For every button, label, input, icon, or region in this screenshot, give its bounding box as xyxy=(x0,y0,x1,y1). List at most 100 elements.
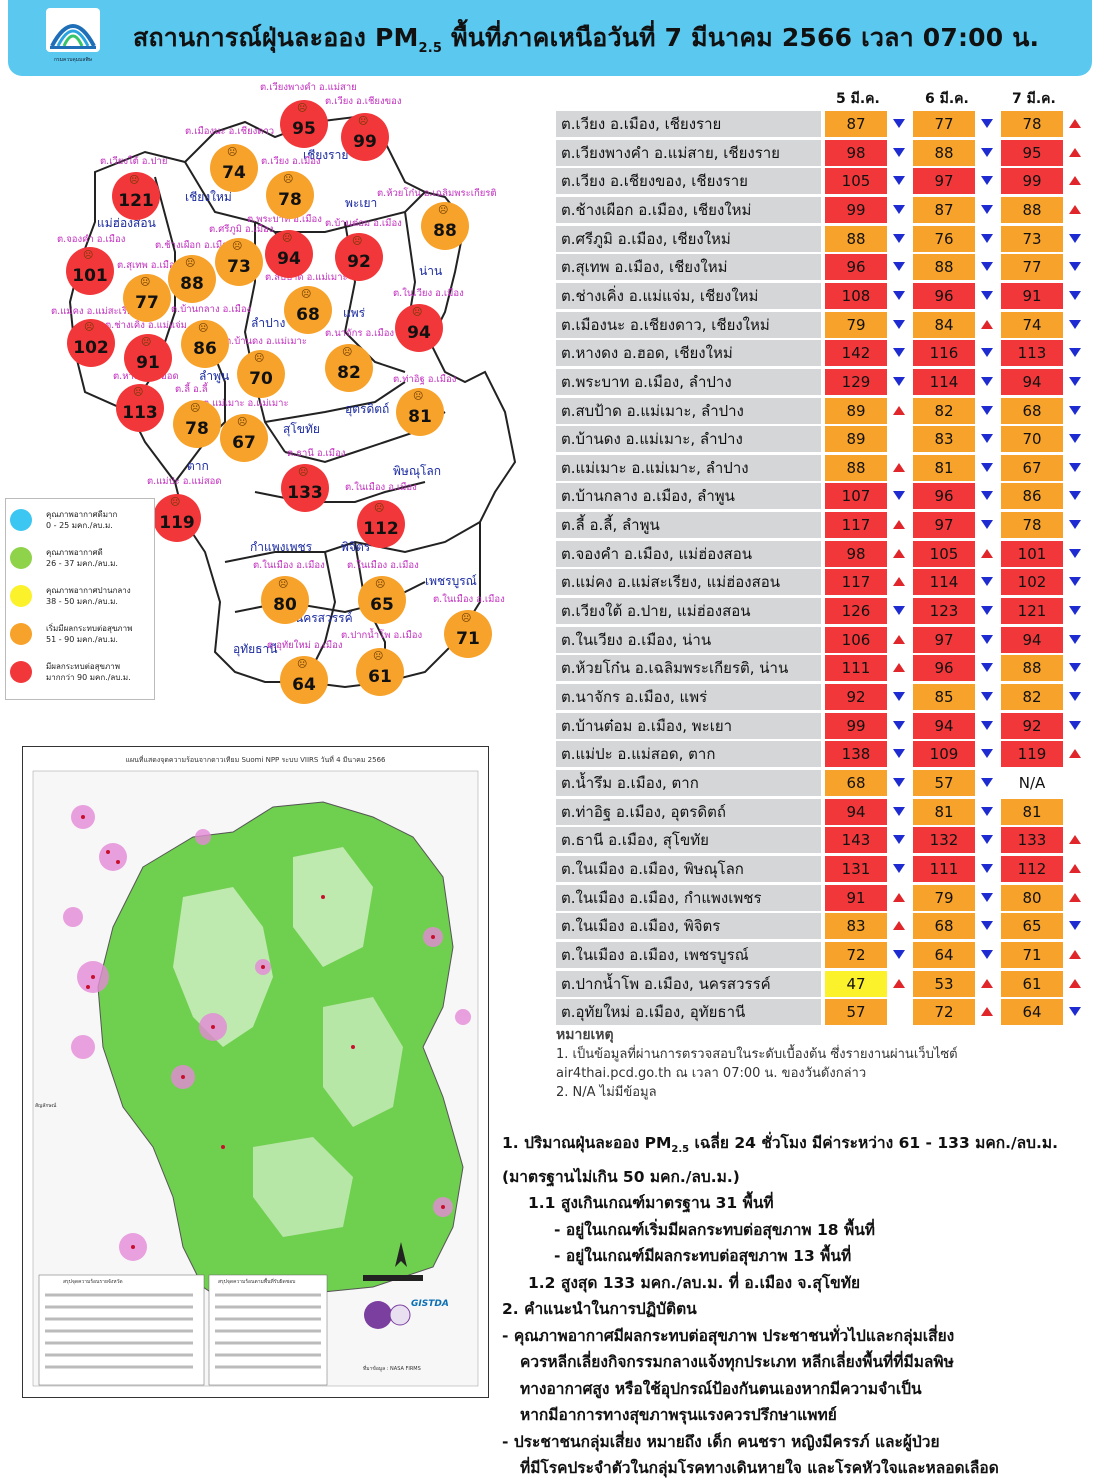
station-name: ต.นาจักร อ.เมือง, แพร่ xyxy=(556,684,821,710)
station-place: ต.ห้วยโก๋น อ.เฉลิมพระเกียรติ xyxy=(377,188,497,199)
pm25-value: 96 xyxy=(913,483,975,510)
aqi-bubble: ☹ 94 xyxy=(395,304,443,352)
trend-down-icon xyxy=(981,290,993,300)
aqi-bubble: ☹ 70 xyxy=(237,350,285,398)
aqi-bubble: ☹ 64 xyxy=(280,656,328,704)
aqi-bubble: ☹ 88 xyxy=(168,255,216,303)
aqi-bubble: ☹ 78 xyxy=(266,171,314,219)
pm25-value: 53 xyxy=(913,970,975,997)
table-row: ต.บ้านต๋อม อ.เมือง, พะเยา 99 94 92 xyxy=(553,712,1089,741)
station-name: ต.ปากน้ำโพ อ.เมือง, นครสวรรค์ xyxy=(556,970,821,997)
station-name: ต.ในเมือง อ.เมือง, พิจิตร xyxy=(556,913,821,940)
trend-up-icon xyxy=(1069,863,1081,873)
trend-up-icon xyxy=(893,405,905,415)
table-row: ต.เวียงใต้ อ.ปาย, แม่ฮ่องสอน 126 123 121 xyxy=(553,598,1089,626)
trend-down-icon xyxy=(981,176,993,186)
pm25-value: 83 xyxy=(913,426,975,453)
trend-down-icon xyxy=(893,348,905,358)
pm25-value: 107 xyxy=(825,483,887,510)
pm25-value: 101 xyxy=(1001,540,1063,567)
table-row: ต.ท่าอิฐ อ.เมือง, อุตรดิตถ์ 94 81 81 xyxy=(553,798,1089,827)
station-name: ต.อุทัยใหม่ อ.เมือง, อุทัยธานี xyxy=(556,999,821,1026)
station-name: ต.บ้านต๋อม อ.เมือง, พะเยา xyxy=(556,712,821,739)
pm25-value: 105 xyxy=(825,168,887,195)
day-header: 6 มี.ค. xyxy=(925,91,969,107)
logo-text: กรมควบคุมมลพิษ xyxy=(54,57,92,63)
trend-up-icon xyxy=(1069,119,1081,128)
summary-line: 1. ปริมาณฝุ่นละออง PM2.5 เฉลี่ย 24 ชั่วโ… xyxy=(502,1134,1058,1156)
trend-down-icon xyxy=(1069,577,1081,587)
pm25-value: 76 xyxy=(913,225,975,252)
trend-down-icon xyxy=(893,606,905,616)
aqi-bubble: ☹ 81 xyxy=(396,388,444,436)
trend-up-icon xyxy=(1069,204,1081,214)
table-row: ต.น้ำรึม อ.เมือง, ตาก 68 57 N/A xyxy=(553,769,1089,798)
pm25-value: 82 xyxy=(1001,684,1063,710)
pm25-value: 57 xyxy=(913,769,975,796)
station-name: ต.ลี้ อ.ลี้, ลำพูน xyxy=(556,512,821,539)
station-name: ต.หางดง อ.ฮอด, เชียงใหม่ xyxy=(556,340,821,367)
pm25-value: 77 xyxy=(1001,254,1063,281)
pm25-value: 126 xyxy=(825,598,887,625)
station-place: ต.เมืองนะ อ.เชียงดาว xyxy=(185,126,275,137)
province-label: ตาก xyxy=(187,459,209,473)
station-place: ต.แม่คง อ.แม่สะเรียง xyxy=(51,306,138,317)
trend-up-icon xyxy=(1069,749,1081,759)
province-label: กำแพงเพชร xyxy=(250,540,313,554)
pm25-value: 96 xyxy=(913,655,975,682)
station-place: ต.ในเมือง อ.เมือง xyxy=(345,482,417,493)
trend-down-icon xyxy=(1069,405,1081,415)
station-name: ต.ห้วยโก๋น อ.เฉลิมพระเกียรติ, น่าน xyxy=(556,655,821,682)
station-place: ต.เวียงพางคำ อ.แม่สาย xyxy=(260,82,357,93)
table-row: ต.ห้วยโก๋น อ.เฉลิมพระเกียรติ, น่าน 111 96 8… xyxy=(553,655,1089,683)
hotspot-source: ที่มาข้อมูล : NASA FIRMS xyxy=(363,1366,421,1372)
trend-down-icon xyxy=(1069,348,1081,358)
pm25-value: 108 xyxy=(825,282,887,309)
province-label: สุโขทัย xyxy=(283,422,320,436)
aqi-bubble: ☹ 77 xyxy=(123,274,171,322)
trend-down-icon xyxy=(981,520,993,530)
pm25-value: 85 xyxy=(913,684,975,710)
province-label: แพร่ xyxy=(343,306,366,320)
aqi-bubble: ☹ 78 xyxy=(173,400,221,448)
table-row: ต.เมืองนะ อ.เชียงดาว, เชียงใหม่ 79 84 74 xyxy=(553,311,1089,340)
summary-line: - ประชาชนกลุ่มเสี่ยง หมายถึง เด็ก คนชรา … xyxy=(502,1432,940,1451)
pm25-value: 111 xyxy=(913,855,975,882)
summary-line: - อยู่ในเกณฑ์เริ่มมีผลกระทบต่อสุขภาพ 18 … xyxy=(554,1220,876,1239)
summary-line: 2. คำแนะนำในการปฏิบัติตน xyxy=(502,1300,697,1319)
table-row: ต.บ้านกลาง อ.เมือง, ลำพูน 107 96 86 xyxy=(553,483,1089,511)
station-place: ต.ปากน้ำโพ อ.เมือง xyxy=(341,630,423,641)
station-place: ต.ช่างเคิ่ง อ.แม่แจ่ม xyxy=(105,320,187,331)
station-name: ต.น้ำรึม อ.เมือง, ตาก xyxy=(556,769,821,796)
table-row: ต.สบป้าด อ.แม่เมาะ, ลำปาง 89 82 68 xyxy=(553,397,1089,426)
summary: 1. ปริมาณฝุ่นละออง PM2.5 เฉลี่ย 24 ชั่วโ… xyxy=(502,1130,1102,1482)
trend-down-icon xyxy=(893,835,905,845)
station-place: ต.ในเวียง อ.เมือง xyxy=(393,288,464,299)
trend-up-icon xyxy=(1069,892,1081,902)
aqi-bubble: ☹ 99 xyxy=(341,113,389,161)
pm25-value: 94 xyxy=(1001,626,1063,653)
pm25-value: 89 xyxy=(825,397,887,424)
trend-down-icon xyxy=(893,692,905,701)
trend-up-icon xyxy=(893,663,905,673)
table-row: ต.ช้างเผือก อ.เมือง, เชียงใหม่ 99 87 88 xyxy=(553,196,1089,225)
pm25-value: 89 xyxy=(825,426,887,453)
pm25-value: 68 xyxy=(825,769,887,796)
pm25-value: 99 xyxy=(825,712,887,739)
summary-line: - อยู่ในเกณฑ์มีผลกระทบต่อสุขภาพ 13 พื้นท… xyxy=(554,1247,852,1266)
trend-down-icon xyxy=(1069,462,1081,472)
legend-item: คุณภาพอากาศปานกลาง 38 - 50 มคก./ลบ.ม. xyxy=(10,583,150,613)
pm25-value: 117 xyxy=(825,569,887,596)
station-place: ต.บ้านดง อ.แม่เมาะ xyxy=(225,336,307,347)
station-place: ต.เวียง อ.เชียงของ xyxy=(325,96,402,107)
aqi-bubble: ☹ 112 xyxy=(357,500,405,548)
station-place: ต.ท่าอิฐ อ.เมือง xyxy=(393,374,457,385)
pm25-value: 117 xyxy=(825,512,887,539)
aqi-bubble: ☹ 91 xyxy=(124,334,172,382)
pm25-value: 102 xyxy=(1001,569,1063,596)
station-name: ต.เวียง อ.เชียงของ, เชียงราย xyxy=(556,168,821,195)
pm25-value: 92 xyxy=(825,684,887,710)
summary-line: 1.1 สูงเกินเกณฑ์มาตรฐาน 31 พื้นที่ xyxy=(528,1194,774,1213)
pm25-value: 119 xyxy=(1001,741,1063,768)
trend-up-icon xyxy=(893,978,905,988)
